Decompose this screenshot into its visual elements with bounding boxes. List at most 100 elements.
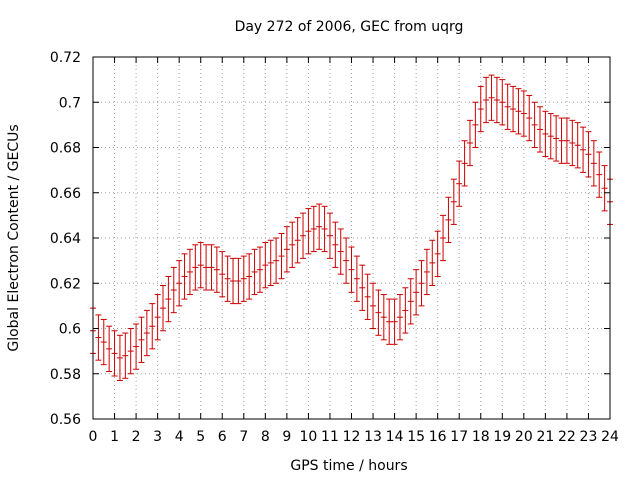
- data-point: [520, 90, 527, 137]
- y-tick-label: 0.58: [50, 367, 81, 383]
- data-point: [440, 214, 447, 262]
- data-point: [483, 76, 490, 124]
- data-point: [208, 244, 215, 291]
- x-tick-label: 11: [321, 429, 339, 445]
- data-point: [230, 257, 237, 305]
- data-point: [235, 257, 242, 305]
- data-point: [563, 117, 570, 164]
- data-point: [472, 101, 479, 148]
- axis-ticks: 0 1 2 3 4 5 6 7 8 9 10 11 12 13 14 15 16 17 18 19 20 21 22 23 24…: [50, 50, 619, 445]
- data-point: [203, 244, 210, 291]
- data-point: [526, 94, 533, 142]
- x-tick-label: 22: [558, 429, 576, 445]
- data-point: [542, 110, 549, 158]
- data-point: [197, 242, 204, 289]
- data-point: [186, 248, 193, 296]
- y-axis-label: Global Electron Content / GECUs: [6, 124, 22, 351]
- data-point: [510, 85, 517, 133]
- data-point: [251, 248, 258, 296]
- y-tick-label: 0.7: [59, 95, 81, 111]
- y-tick-label: 0.56: [50, 412, 81, 428]
- data-point: [106, 325, 113, 372]
- data-point: [310, 205, 317, 253]
- data-point: [300, 212, 307, 259]
- data-point: [267, 239, 274, 287]
- x-tick-label: 8: [261, 429, 270, 445]
- x-tick-label: 2: [132, 429, 141, 445]
- data-point: [450, 178, 457, 225]
- data-point: [553, 115, 560, 162]
- data-point: [504, 83, 511, 130]
- data-point: [488, 74, 495, 121]
- data-point: [240, 255, 247, 302]
- data-point: [213, 246, 220, 293]
- data-point: [353, 255, 360, 302]
- x-tick-label: 16: [429, 429, 447, 445]
- data-point: [364, 273, 371, 320]
- data-point: [262, 242, 269, 289]
- x-tick-label: 17: [450, 429, 468, 445]
- data-point: [165, 275, 172, 323]
- data-point: [515, 88, 522, 135]
- x-tick-label: 23: [580, 429, 598, 445]
- y-tick-label: 0.6: [59, 322, 81, 338]
- data-point: [192, 244, 199, 291]
- data-point: [181, 253, 188, 300]
- data-point: [445, 196, 452, 244]
- data-point: [170, 266, 177, 314]
- data-point: [375, 289, 382, 336]
- x-tick-label: 7: [239, 429, 248, 445]
- data-point: [283, 226, 290, 273]
- data-point: [149, 303, 156, 350]
- data-point: [407, 278, 414, 325]
- data-point: [256, 246, 263, 293]
- data-point: [95, 314, 102, 361]
- data-point: [477, 85, 484, 133]
- data-point: [316, 203, 323, 250]
- y-tick-label: 0.66: [50, 186, 81, 202]
- x-tick-label: 20: [515, 429, 533, 445]
- data-point: [456, 160, 463, 207]
- data-point: [580, 126, 587, 173]
- x-axis-label: GPS time / hours: [290, 458, 407, 474]
- data-point: [429, 239, 436, 287]
- series-layer: [90, 74, 613, 382]
- x-tick-label: 13: [364, 429, 382, 445]
- data-point: [396, 294, 403, 341]
- data-point: [370, 282, 377, 329]
- data-point: [536, 106, 543, 153]
- data-point: [493, 76, 500, 124]
- data-point: [499, 79, 506, 126]
- data-point: [423, 248, 430, 296]
- data-point: [160, 285, 167, 332]
- x-tick-label: 19: [493, 429, 511, 445]
- data-point: [434, 230, 441, 277]
- data-point: [413, 269, 420, 316]
- data-point: [558, 117, 565, 164]
- data-point: [138, 316, 145, 363]
- x-tick-label: 12: [343, 429, 361, 445]
- data-point: [402, 287, 409, 334]
- x-tick-label: 14: [386, 429, 404, 445]
- data-point: [547, 113, 554, 160]
- data-point: [585, 131, 592, 178]
- data-point: [386, 298, 393, 345]
- x-tick-label: 9: [282, 429, 291, 445]
- data-point: [461, 140, 468, 187]
- data-point: [273, 237, 280, 284]
- x-tick-label: 18: [472, 429, 490, 445]
- data-point: [100, 318, 107, 366]
- data-point: [391, 298, 398, 345]
- data-point: [531, 101, 538, 148]
- x-tick-label: 15: [407, 429, 425, 445]
- chart-title: Day 272 of 2006, GEC from uqrg: [235, 19, 464, 35]
- x-tick-label: 10: [300, 429, 318, 445]
- data-point: [574, 122, 581, 169]
- data-point: [418, 260, 425, 307]
- data-point: [321, 205, 328, 253]
- x-tick-label: 4: [175, 429, 184, 445]
- data-point: [278, 232, 285, 280]
- data-point: [176, 260, 183, 307]
- x-tick-label: 5: [196, 429, 205, 445]
